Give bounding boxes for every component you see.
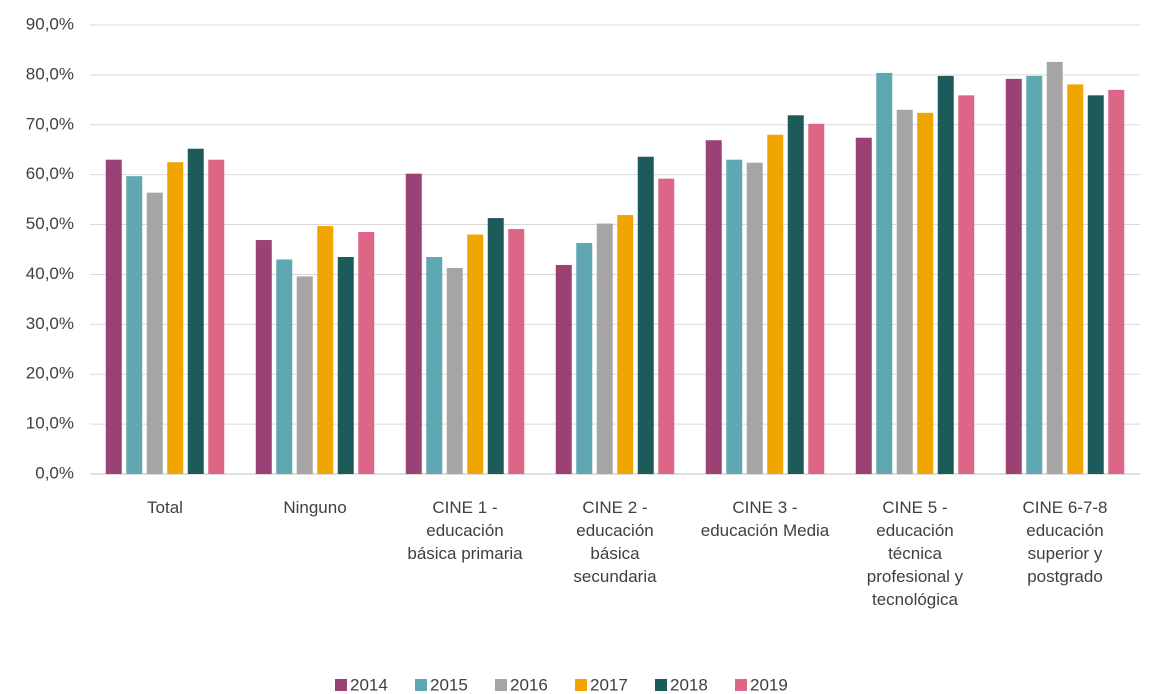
bar [937,75,954,475]
legend-swatch [575,679,587,691]
x-tick-label: Total [147,498,183,517]
x-tick-label: CINE 2 - educación básica secundaria [573,498,657,586]
bar [1108,89,1125,474]
bar [617,215,634,474]
legend-swatch [415,679,427,691]
x-tick-label: Ninguno [283,498,347,517]
bar [958,95,975,475]
bar [1005,78,1022,474]
y-tick-label: 10,0% [26,414,74,433]
legend-label: 2014 [350,675,388,694]
bar [317,226,334,474]
x-tick-label: CINE 6-7-8 educación superior y postgrad… [1022,498,1108,586]
legend-label: 2015 [430,675,468,694]
legend-swatch [335,679,347,691]
x-tick-label: CINE 1 - educación básica primaria [407,498,523,563]
bar [167,162,184,474]
bar [296,276,313,474]
bar [1026,75,1043,475]
bar [467,234,484,474]
bar [187,148,204,475]
bar [126,176,143,474]
legend-swatch [735,679,747,691]
y-tick-label: 80,0% [26,64,74,83]
bar [637,156,654,474]
y-tick-label: 0,0% [35,463,74,482]
bar [746,162,763,474]
y-tick-label: 90,0% [26,14,74,33]
bar [855,137,872,474]
bar [276,259,293,474]
bar [426,256,443,474]
bar [337,256,354,474]
bar [208,159,225,474]
bar [1067,84,1084,475]
legend-label: 2016 [510,675,548,694]
bar [896,109,913,475]
legend-label: 2019 [750,675,788,694]
y-tick-label: 20,0% [26,364,74,383]
x-tick-label: CINE 5 - educación técnica profesional y… [866,498,964,609]
y-tick-label: 40,0% [26,264,74,283]
bar [555,264,572,474]
bar [405,173,422,474]
bar [596,223,613,474]
bar [487,218,504,474]
bar [1046,61,1063,474]
legend-label: 2017 [590,675,628,694]
bar [508,229,525,474]
bar [446,267,463,474]
bar [917,112,934,474]
bar [876,72,893,474]
bar [726,159,743,474]
bar [705,140,722,474]
bar [767,134,784,474]
bar [808,123,825,474]
bar [146,192,163,475]
bar [576,243,593,474]
legend-swatch [495,679,507,691]
bar [787,115,804,474]
legend-label: 2018 [670,675,708,694]
y-tick-label: 70,0% [26,114,74,133]
bar [105,159,122,474]
bar [358,232,375,474]
bar [255,240,272,474]
x-tick-label: CINE 3 - educación Media [700,498,830,540]
y-tick-label: 50,0% [26,214,74,233]
bar [1087,95,1104,475]
bar [658,178,675,474]
legend-swatch [655,679,667,691]
y-tick-label: 30,0% [26,314,74,333]
y-tick-label: 60,0% [26,164,74,183]
